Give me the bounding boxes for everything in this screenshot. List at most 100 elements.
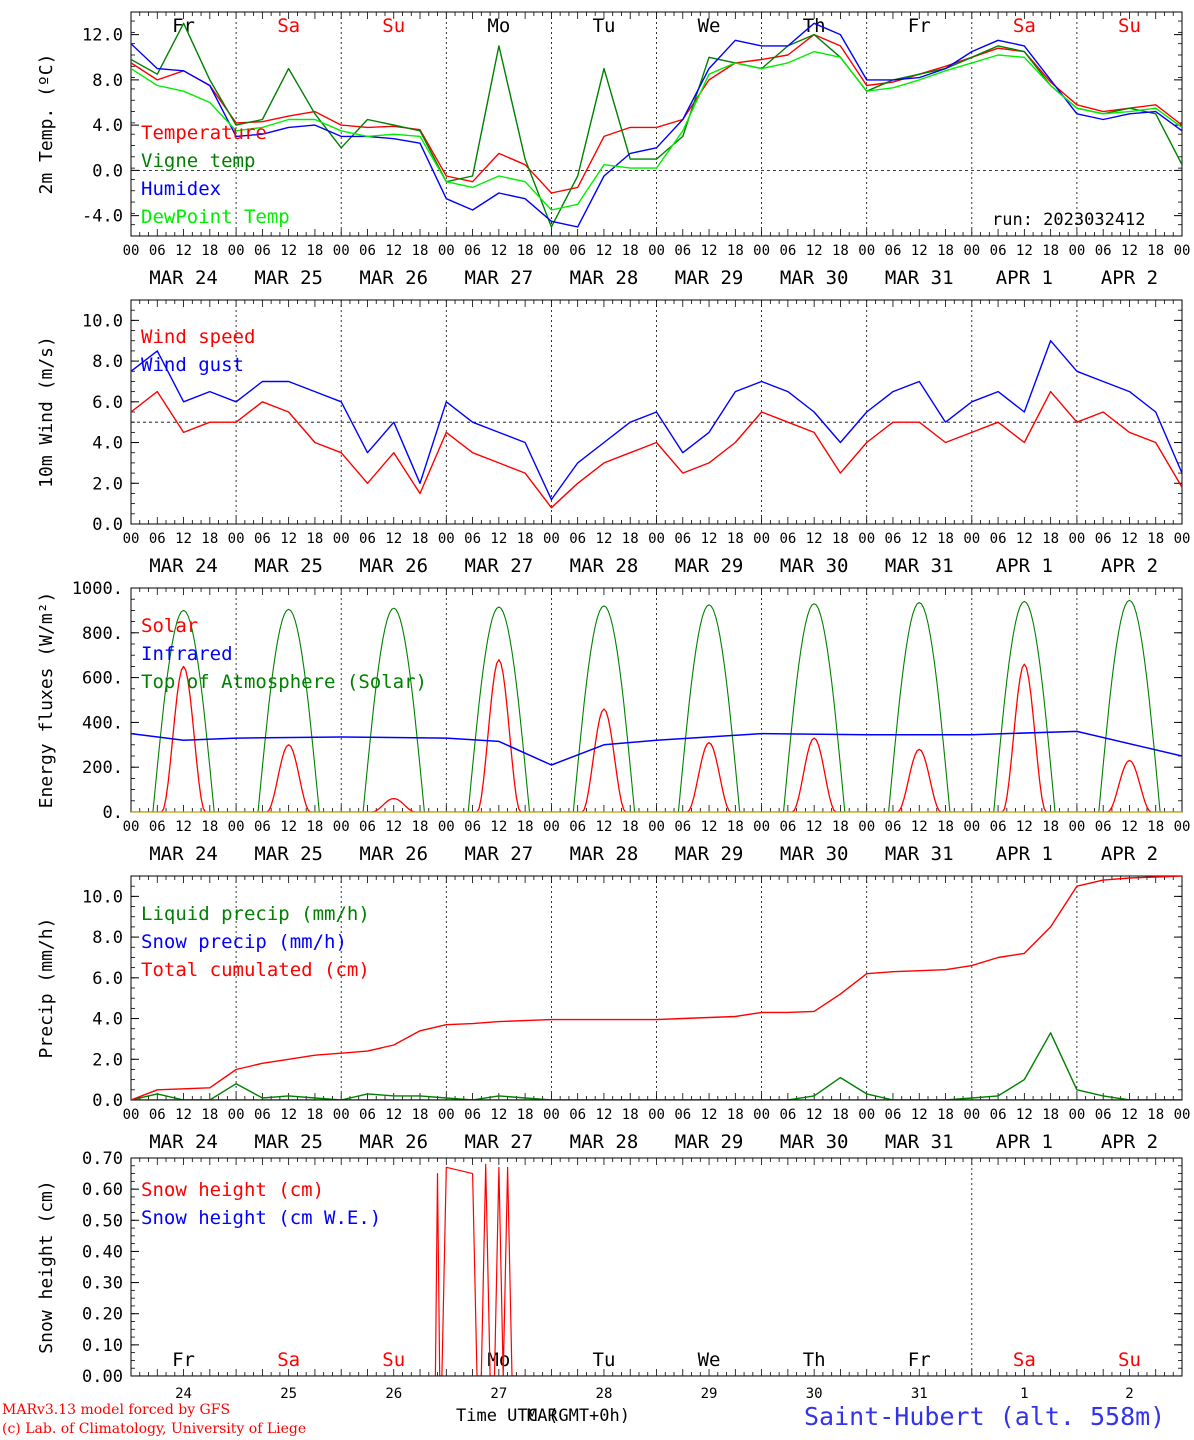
y-tick-label: 4.0 bbox=[92, 116, 123, 136]
date-label: MAR 30 bbox=[780, 843, 849, 865]
hour-tick-label: 12 bbox=[596, 531, 613, 547]
day-name-label: Su bbox=[1118, 1349, 1141, 1371]
hour-tick-label: 00 bbox=[1068, 819, 1085, 835]
date-label: APR 1 bbox=[996, 843, 1053, 865]
day-name-label: Fr bbox=[908, 15, 931, 37]
hour-tick-label: 00 bbox=[333, 819, 350, 835]
hour-tick-label: 18 bbox=[937, 531, 954, 547]
hour-tick-label: 06 bbox=[464, 1107, 481, 1123]
hour-tick-label: 12 bbox=[1121, 531, 1138, 547]
hour-tick-label: 00 bbox=[648, 243, 665, 259]
hour-tick-label: 06 bbox=[464, 819, 481, 835]
hour-tick-label: 12 bbox=[1016, 1107, 1033, 1123]
y-axis-label: Energy fluxes (W/m²) bbox=[36, 592, 57, 809]
hour-tick-label: 12 bbox=[806, 531, 823, 547]
date-label: MAR 26 bbox=[359, 555, 428, 577]
day-name-label: We bbox=[698, 15, 721, 37]
date-label: MAR 25 bbox=[254, 1131, 323, 1153]
hour-tick-label: 06 bbox=[990, 531, 1007, 547]
hour-tick-label: 18 bbox=[937, 1107, 954, 1123]
hour-tick-label: 12 bbox=[1121, 1107, 1138, 1123]
day-name-label: Th bbox=[803, 15, 826, 37]
day-number-label: 30 bbox=[806, 1386, 823, 1402]
hour-tick-label: 12 bbox=[490, 531, 507, 547]
hour-tick-label: 06 bbox=[990, 819, 1007, 835]
legend-solar: Solar bbox=[141, 615, 198, 637]
y-axis-label: Precip (mm/h) bbox=[36, 918, 57, 1059]
run-label: run: 2023032412 bbox=[992, 210, 1146, 230]
y-tick-label: 0.10 bbox=[82, 1336, 123, 1356]
hour-tick-label: 00 bbox=[228, 243, 245, 259]
hour-tick-label: 18 bbox=[937, 819, 954, 835]
day-number-label: 2 bbox=[1125, 1386, 1133, 1402]
y-tick-label: 8.0 bbox=[92, 928, 123, 948]
hour-tick-label: 18 bbox=[517, 819, 534, 835]
hour-tick-label: 18 bbox=[306, 819, 323, 835]
y-tick-label: 10.0 bbox=[82, 311, 123, 331]
hour-tick-label: 06 bbox=[674, 1107, 691, 1123]
day-name-label: Sa bbox=[1013, 15, 1036, 37]
day-name-label: Fr bbox=[172, 15, 195, 37]
hour-tick-label: 18 bbox=[1147, 1107, 1164, 1123]
hour-tick-label: 00 bbox=[228, 531, 245, 547]
y-axis-label: 2m Temp. (ºC) bbox=[36, 54, 57, 195]
hour-tick-label: 18 bbox=[622, 531, 639, 547]
hour-tick-label: 06 bbox=[779, 819, 796, 835]
day-number-label: 27 bbox=[490, 1386, 507, 1402]
hour-tick-label: 12 bbox=[911, 531, 928, 547]
day-name-label: Fr bbox=[908, 1349, 931, 1371]
hour-tick-label: 00 bbox=[858, 243, 875, 259]
hour-tick-label: 06 bbox=[779, 531, 796, 547]
date-label: APR 2 bbox=[1101, 1131, 1158, 1153]
hour-tick-label: 18 bbox=[622, 1107, 639, 1123]
hour-tick-label: 12 bbox=[175, 1107, 192, 1123]
y-tick-label: 10.0 bbox=[82, 887, 123, 907]
hour-tick-label: 00 bbox=[1068, 243, 1085, 259]
hour-tick-label: 06 bbox=[1095, 243, 1112, 259]
date-label: MAR 27 bbox=[465, 1131, 534, 1153]
legend-temperature: Temperature bbox=[141, 122, 267, 144]
day-number-label: 25 bbox=[280, 1386, 297, 1402]
hour-tick-label: 18 bbox=[727, 819, 744, 835]
hour-tick-label: 06 bbox=[254, 1107, 271, 1123]
hour-tick-label: 06 bbox=[464, 243, 481, 259]
hour-tick-label: 12 bbox=[280, 531, 297, 547]
hour-tick-label: 00 bbox=[543, 531, 560, 547]
hour-tick-label: 18 bbox=[201, 243, 218, 259]
hour-tick-label: 00 bbox=[963, 819, 980, 835]
y-tick-label: -4.0 bbox=[82, 207, 123, 227]
hour-tick-label: 06 bbox=[149, 243, 166, 259]
hour-tick-label: 18 bbox=[727, 1107, 744, 1123]
hour-tick-label: 06 bbox=[1095, 531, 1112, 547]
date-label: MAR 26 bbox=[359, 1131, 428, 1153]
day-name-label: Su bbox=[1118, 15, 1141, 37]
hour-tick-label: 00 bbox=[333, 1107, 350, 1123]
hour-tick-label: 00 bbox=[1174, 531, 1191, 547]
hour-tick-label: 06 bbox=[885, 819, 902, 835]
hour-tick-label: 12 bbox=[280, 243, 297, 259]
hour-tick-label: 18 bbox=[832, 819, 849, 835]
y-tick-label: 12.0 bbox=[82, 26, 123, 46]
date-label: APR 1 bbox=[996, 555, 1053, 577]
legend-top-of-atmosphere-solar: Top of Atmosphere (Solar) bbox=[141, 671, 427, 693]
hour-tick-label: 00 bbox=[543, 1107, 560, 1123]
hour-tick-label: 06 bbox=[569, 1107, 586, 1123]
hour-tick-label: 06 bbox=[149, 531, 166, 547]
hour-tick-label: 12 bbox=[701, 1107, 718, 1123]
y-axis-label: 10m Wind (m/s) bbox=[36, 336, 57, 488]
hour-tick-label: 18 bbox=[412, 1107, 429, 1123]
hour-tick-label: 06 bbox=[359, 819, 376, 835]
hour-tick-label: 18 bbox=[517, 531, 534, 547]
day-name-label: Mo bbox=[487, 15, 510, 37]
series-line-dewpoint-temp bbox=[131, 50, 1182, 211]
hour-tick-label: 00 bbox=[543, 819, 560, 835]
hour-tick-label: 06 bbox=[254, 819, 271, 835]
date-label: MAR 27 bbox=[465, 267, 534, 289]
y-tick-label: 2.0 bbox=[92, 1050, 123, 1070]
hour-tick-label: 06 bbox=[779, 1107, 796, 1123]
date-label: MAR 24 bbox=[149, 843, 218, 865]
hour-tick-label: 00 bbox=[858, 531, 875, 547]
hour-tick-label: 06 bbox=[149, 1107, 166, 1123]
hour-tick-label: 12 bbox=[175, 819, 192, 835]
hour-tick-label: 00 bbox=[333, 531, 350, 547]
